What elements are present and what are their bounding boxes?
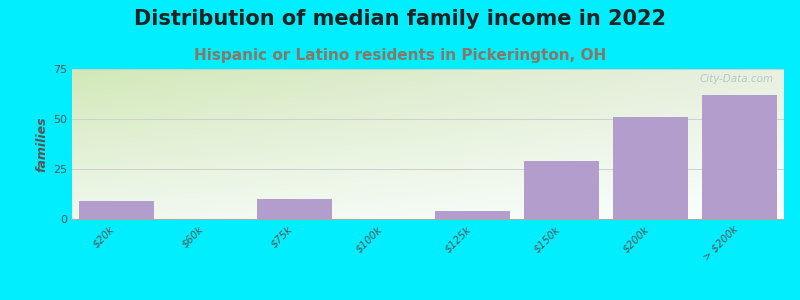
Text: Distribution of median family income in 2022: Distribution of median family income in … — [134, 9, 666, 29]
Bar — [613, 117, 688, 219]
Bar — [702, 95, 778, 219]
Bar — [78, 201, 154, 219]
Text: Hispanic or Latino residents in Pickerington, OH: Hispanic or Latino residents in Pickerin… — [194, 48, 606, 63]
Bar — [524, 161, 599, 219]
Y-axis label: families: families — [36, 116, 49, 172]
Text: City-Data.com: City-Data.com — [699, 74, 774, 83]
Bar — [434, 211, 510, 219]
Bar — [257, 199, 332, 219]
